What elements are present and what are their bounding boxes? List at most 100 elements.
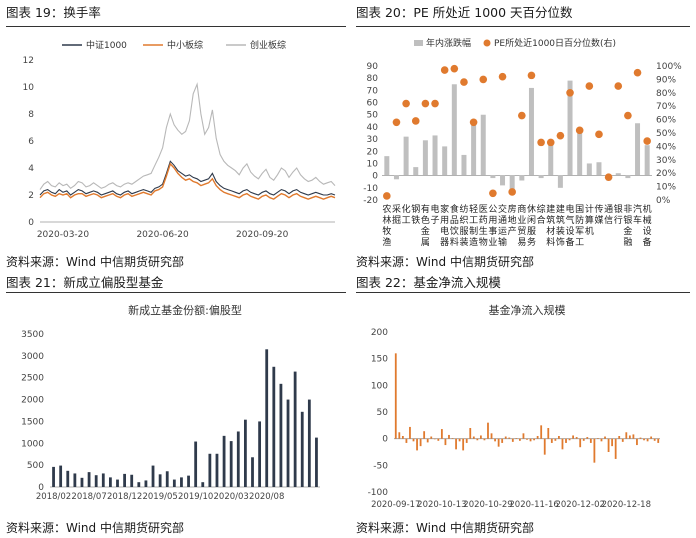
netflow-bar	[614, 438, 617, 459]
pe-ytick: 30	[367, 135, 379, 145]
newfunds-bar	[236, 431, 240, 487]
newfunds-bar	[108, 477, 112, 487]
newfunds-xtick: 2019/10	[178, 492, 213, 502]
newfunds-xtick: 2019/05	[142, 492, 177, 502]
pe-category-char: 电	[431, 203, 440, 215]
pe-dot	[556, 131, 565, 140]
pe-category-char: 公	[488, 204, 497, 215]
pe-category-char: 机	[643, 203, 652, 215]
fig21-header: 图表 21：新成立偏股型基金	[6, 275, 164, 290]
pe-category-char: 行	[614, 214, 623, 226]
pe-dot	[575, 126, 584, 135]
pe-category-char: 物	[479, 236, 488, 248]
netflow-bar	[650, 436, 653, 439]
fig19-rule	[6, 26, 346, 27]
pe-bar	[528, 87, 534, 176]
pe-bar	[451, 84, 457, 176]
newfunds-ytick: 1500	[21, 417, 44, 427]
pe-category-char: 气	[566, 214, 575, 226]
netflow-bar	[440, 429, 443, 439]
netflow-bar	[423, 431, 426, 439]
pe-ytick: 0	[372, 172, 378, 182]
pe-category-char: 建	[556, 203, 565, 215]
pe-category-char: 军	[575, 226, 584, 237]
netflow-bar	[582, 438, 585, 441]
pe-category-char: 服	[527, 226, 536, 237]
turnover-ytick: 8	[28, 110, 34, 120]
pe-dot	[537, 138, 545, 147]
netflow-bar	[522, 433, 525, 439]
netflow-ytick: 0	[382, 435, 388, 445]
netflow-bar	[611, 438, 614, 447]
pe-category-char: 铁	[411, 214, 420, 226]
pe-category-char: 色	[421, 214, 430, 226]
pe-dot	[585, 82, 594, 90]
pe-dot	[546, 138, 555, 147]
pe-ytick: 80	[367, 74, 379, 84]
pe-category-char: 备	[643, 236, 652, 248]
pe-category-char: 媒	[594, 215, 603, 226]
pe-category-char: 饮	[450, 225, 459, 237]
pe-bar	[500, 175, 506, 186]
netflow-bar	[543, 438, 546, 455]
netflow-xtick: 2020-12-02	[555, 500, 604, 510]
netflow-bar	[568, 438, 571, 441]
source-fig22: 资料来源：Wind 中信期货研究部	[356, 521, 534, 535]
netflow-bar	[419, 438, 422, 447]
pe-category-char: 易	[517, 237, 526, 248]
pe-category-char: 设	[566, 226, 575, 237]
netflow-bar	[639, 437, 642, 439]
pe-category-char: 工	[575, 238, 584, 248]
pe-category-char: 综	[537, 203, 546, 215]
turnover-legend-label: 中证1000	[86, 39, 127, 51]
fig21-rule	[6, 292, 346, 293]
pe-ytick: 90	[367, 62, 379, 72]
pe-category-char: 闲	[527, 215, 536, 226]
fig22-rule	[356, 292, 690, 293]
netflow-bar	[462, 438, 465, 451]
source-fig20: 资料来源：Wind 中信期货研究部	[356, 255, 534, 269]
turnover-series-line	[39, 160, 336, 196]
pe-category-char: 食	[450, 203, 459, 215]
netflow-bar	[494, 438, 496, 442]
pe-category-char: 品	[450, 215, 459, 226]
pe-category-char: 用	[488, 215, 497, 226]
pe-category-char: 设	[643, 226, 652, 237]
netflow-bar	[444, 438, 447, 446]
pe-dot	[624, 111, 632, 120]
pe-dot	[421, 99, 430, 108]
pe-bar	[490, 175, 496, 179]
pe-bar	[509, 175, 515, 192]
pe-category-char: 子	[431, 215, 440, 226]
newfunds-bar	[300, 411, 304, 487]
pe-category-char: 非	[623, 203, 632, 215]
pe-dot	[614, 82, 623, 90]
pe-category-char: 融	[623, 237, 632, 248]
netflow-ytick: 50	[377, 408, 389, 418]
pe-bar	[548, 142, 554, 176]
turnover-legend-label: 创业板综	[250, 39, 286, 51]
pe-category-char: 计	[585, 203, 594, 215]
pe-y2tick: 80%	[656, 89, 676, 99]
pe-dot	[460, 78, 468, 86]
newfunds-bar	[130, 474, 134, 487]
pe-category-char: 装	[459, 236, 468, 248]
newfunds-bar	[151, 465, 155, 487]
pe-category-char: 造	[469, 236, 478, 248]
pe-category-char: 金	[623, 225, 632, 237]
pe-bar	[519, 175, 525, 181]
netflow-xtick: 2020-12-18	[602, 500, 651, 510]
pe-ytick: 50	[367, 111, 379, 121]
newfunds-title: 新成立基金份额:偏股型	[128, 303, 242, 317]
netflow-bar	[554, 438, 557, 441]
pe-category-char: 农	[382, 203, 391, 215]
pe-bar	[596, 162, 602, 176]
newfunds-bar	[279, 383, 283, 487]
turnover-ytick: 2	[28, 191, 34, 201]
newfunds-bar	[251, 457, 254, 487]
pe-y2tick: 50%	[656, 129, 676, 139]
pe-category-char: 汽	[633, 203, 642, 215]
pe-bar	[413, 167, 419, 176]
pe-dot	[566, 89, 574, 97]
pe-category-char: 车	[633, 214, 642, 226]
